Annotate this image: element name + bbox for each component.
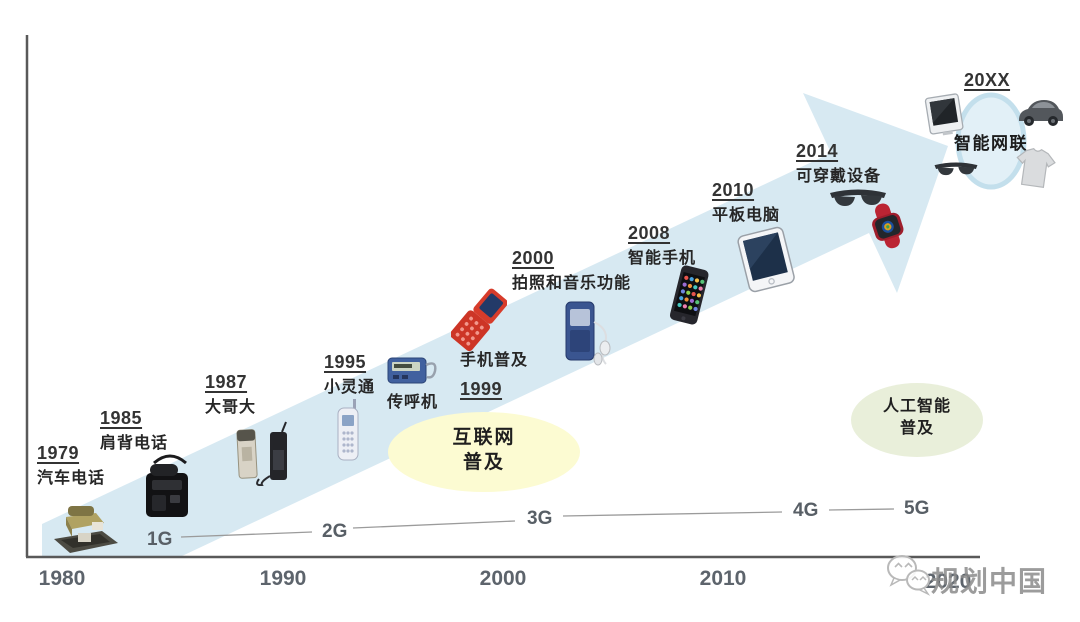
milestone-label: 大哥大: [205, 399, 257, 416]
gen-label-4g: 4G: [793, 500, 819, 521]
wechat-logo-icon: [887, 555, 931, 596]
brick-phones-icon: [236, 421, 287, 486]
x-axis-label-2020: 2020: [924, 570, 972, 593]
milestone-year: 2008: [628, 223, 671, 243]
milestone-1985: 1985 肩背电话: [100, 406, 168, 456]
ai-adoption-bubble: 人工智能 普及: [851, 383, 983, 457]
milestone-1995: 1995 小灵通: [324, 350, 375, 400]
milestone-year: 1979: [37, 443, 80, 463]
tablet-icon: [737, 226, 795, 293]
milestone-20xx: 20XX: [964, 68, 1010, 93]
milestone-year: 1995: [324, 352, 367, 372]
car-phone-icon: [54, 506, 118, 553]
bubble-line: 人工智能: [882, 398, 951, 415]
pager-icon: [387, 357, 437, 384]
gen-segment-1g-2g: [180, 531, 313, 538]
milestone-label: 智能手机: [628, 250, 697, 267]
growth-arrow-shape: [42, 93, 948, 556]
milestone-label: 汽车电话: [37, 470, 106, 487]
gen-label-3g: 3G: [527, 508, 553, 529]
connected-screen-icon: [924, 93, 964, 136]
smart-glasses-icon: [830, 189, 886, 206]
smartwatch-icon: [872, 203, 904, 249]
bubble-line: 普及: [899, 420, 934, 437]
milestone-label: 拍照和音乐功能: [512, 275, 632, 292]
milestone-label: 手机普及: [460, 352, 529, 369]
smartphone-icon: [669, 265, 709, 325]
bubble-line: 互联网: [452, 427, 516, 448]
milestone-2000: 2000 拍照和音乐功能: [512, 246, 631, 296]
phs-phone-icon: [337, 399, 359, 461]
milestone-year: 20XX: [964, 70, 1011, 90]
milestone-year: 1999: [460, 379, 503, 399]
smart-clothing-icon: [1016, 147, 1056, 189]
milestone-1979: 1979 汽车电话: [37, 441, 105, 491]
shoulder-phone-icon: [146, 454, 188, 517]
milestone-year: 1987: [205, 372, 248, 392]
gen-label-2g: 2G: [322, 521, 348, 542]
gen-label-5g: 5G: [904, 498, 930, 519]
milestone-2014: 2014 可穿戴设备: [796, 139, 881, 189]
x-axis-label-2000: 2000: [479, 567, 527, 590]
milestone-1999: 手机普及 1999: [460, 348, 528, 402]
gen-segment-2g-3g: [352, 520, 516, 529]
milestone-year: 1985: [100, 408, 143, 428]
x-axis-label-2010: 2010: [699, 567, 747, 590]
gen-segment-4g-5g: [828, 508, 895, 511]
milestone-label: 可穿戴设备: [796, 168, 882, 185]
milestone-year: 2010: [712, 180, 755, 200]
music-phone-icon: [565, 301, 611, 366]
milestone-label: 小灵通: [324, 379, 376, 396]
x-axis-label-1990: 1990: [259, 567, 307, 590]
milestone-year: 2014: [796, 141, 839, 161]
milestone-label: 传呼机: [387, 394, 439, 411]
hub-circle: [955, 92, 1027, 190]
watermark-text: 规划中国: [931, 566, 1048, 597]
milestone-2010: 2010 平板电脑: [712, 178, 780, 228]
milestone-1987: 1987 大哥大: [205, 370, 256, 420]
milestone-year: 2000: [512, 248, 555, 268]
hub-label: 智能网联: [954, 134, 1028, 153]
bubble-line: 普及: [462, 452, 505, 473]
milestone-pager: 传呼机: [387, 390, 438, 415]
connected-car-icon: [1019, 100, 1063, 126]
x-axis-label-1980: 1980: [38, 567, 86, 590]
gen-segment-3g-4g: [562, 511, 783, 517]
milestone-label: 肩背电话: [100, 435, 169, 452]
gen-label-1g: 1G: [147, 529, 173, 550]
milestone-2008: 2008 智能手机: [628, 221, 696, 271]
internet-adoption-bubble: 互联网 普及: [388, 412, 580, 492]
milestone-label: 平板电脑: [712, 207, 781, 224]
connected-glasses-icon: [934, 162, 978, 176]
flip-phone-icon: [451, 288, 507, 352]
